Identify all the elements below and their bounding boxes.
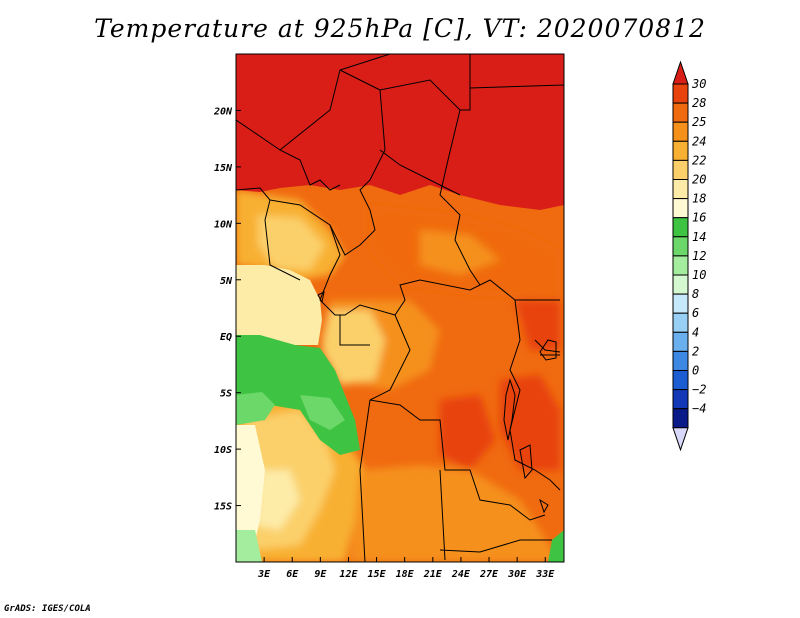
colorbar-swatch	[672, 217, 689, 238]
colorbar-label: 6	[692, 306, 699, 320]
colorbar-label: −4	[692, 402, 706, 416]
colorbar-swatch	[672, 121, 689, 142]
colorbar-label: 4	[692, 325, 699, 339]
lon-tick-label: 3E	[257, 569, 271, 580]
lon-tick-label: 21E	[423, 569, 443, 580]
colorbar-label: 8	[692, 287, 699, 301]
colorbar-swatch	[672, 102, 689, 123]
lon-tick-label: 9E	[314, 569, 327, 580]
colorbar-label: 18	[692, 192, 706, 206]
colorbar-label: −2	[692, 383, 706, 397]
colorbar-label: 12	[692, 249, 706, 263]
colorbar-swatch	[672, 198, 689, 219]
lat-tick-label: 15N	[214, 163, 233, 174]
colorbar-swatch	[672, 274, 689, 295]
map-title: Temperature at 925hPa [C], VT: 202007081…	[94, 14, 706, 43]
lon-tick-label: 6E	[286, 569, 299, 580]
colorbar-label: 10	[692, 268, 706, 282]
colorbar-swatch	[672, 236, 689, 257]
lat-tick-label: EQ	[220, 332, 232, 343]
lon-tick-label: 24E	[451, 569, 471, 580]
colorbar-label: 25	[692, 115, 706, 129]
colorbar-swatch	[672, 408, 689, 429]
lat-tick-label: 10N	[214, 219, 233, 230]
colorbar-swatch	[672, 389, 689, 410]
lon-tick-label: 27E	[479, 569, 499, 580]
lat-tick-label: 20N	[213, 106, 233, 117]
grads-credit: GrADS: IGES/COLA	[4, 604, 91, 614]
lon-tick-label: 15E	[368, 569, 387, 580]
colorbar-swatch	[672, 370, 689, 391]
lakes	[317, 291, 557, 514]
colorbar-label: 28	[692, 96, 706, 110]
colorbar-swatch	[672, 312, 689, 333]
colorbar-swatch	[672, 159, 689, 180]
colorbar-swatch	[672, 140, 689, 161]
latitude-axis: 20N 15N 10N 5N EQ 5S 10S 15S	[213, 106, 241, 513]
lon-tick-label: 33E	[535, 569, 555, 580]
lon-tick-label: 30E	[507, 569, 527, 580]
map-frame	[235, 53, 565, 563]
colorbar-label: 30	[691, 77, 706, 91]
colorbar-swatch	[672, 255, 689, 276]
colorbar-label: 24	[692, 134, 706, 148]
lat-tick-label: 5S	[220, 389, 232, 400]
colorbar-label: 20	[692, 173, 706, 187]
colorbar-swatch	[672, 83, 689, 104]
longitude-axis: 3E 6E 9E 12E 15E 18E 21E 24E 27E 30E 33E	[257, 557, 555, 580]
colorbar-label: 0	[692, 364, 699, 378]
country-borders	[236, 54, 564, 562]
colorbar-bottom-arrow	[672, 427, 689, 452]
colorbar-label: 2	[692, 344, 699, 358]
lon-tick-label: 12E	[339, 569, 358, 580]
colorbar-top-arrow	[672, 60, 689, 85]
lat-tick-label: 5N	[220, 276, 233, 287]
colorbar-swatch	[672, 350, 689, 371]
colorbar-swatch	[672, 293, 689, 314]
colorbar-swatch	[672, 331, 689, 352]
colorbar-label: 16	[692, 211, 706, 225]
lat-tick-label: 15S	[214, 502, 232, 513]
colorbar-label: 22	[692, 153, 706, 167]
lat-tick-label: 10S	[214, 445, 232, 456]
colorbar-label: 14	[692, 230, 706, 244]
colorbar-swatch	[672, 179, 689, 200]
lon-tick-label: 18E	[396, 569, 415, 580]
